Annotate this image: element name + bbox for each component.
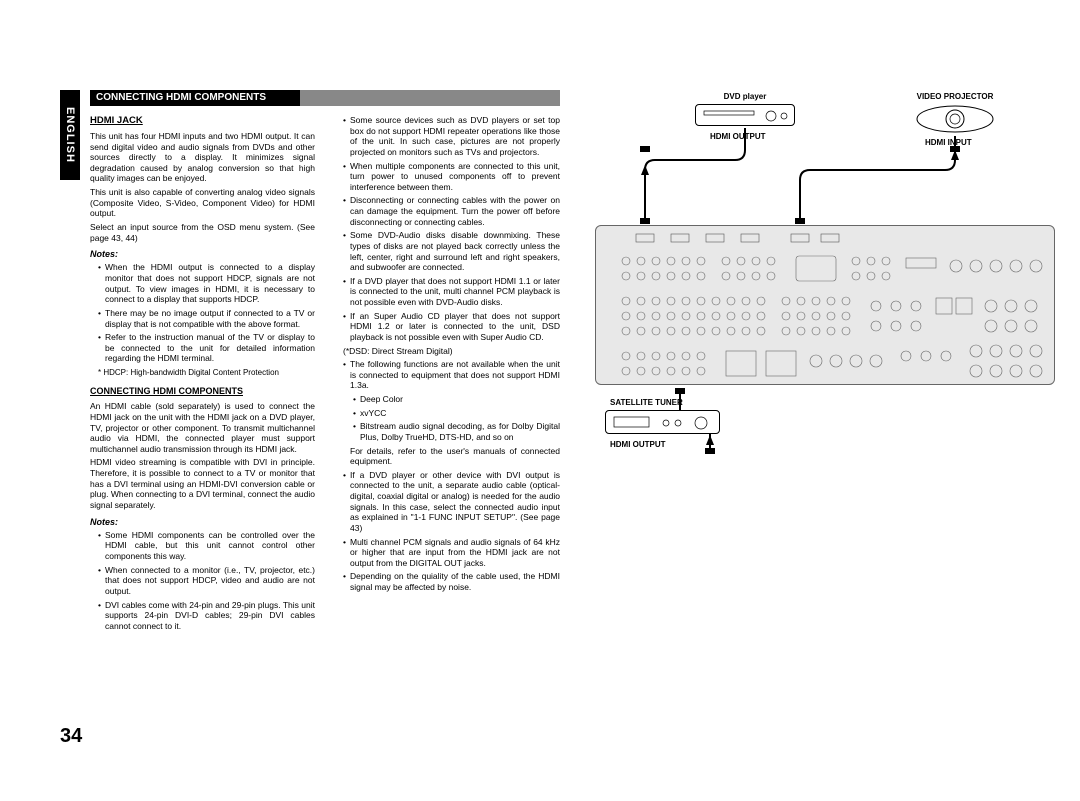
note-item: If an Super Audio CD player that does no… <box>343 311 560 343</box>
notes-list: When the HDMI output is connected to a d… <box>90 262 315 364</box>
note-item: DVI cables come with 24-pin and 29-pin p… <box>98 600 315 632</box>
notes-list: The following functions are not availabl… <box>335 359 560 391</box>
language-tab: ENGLISH <box>60 90 80 180</box>
note-item: Disconnecting or connecting cables with … <box>343 195 560 227</box>
page-number: 34 <box>60 725 82 748</box>
sub-list: Deep Color xvYCC Bitstream audio signal … <box>335 394 560 443</box>
text-column-1: HDMI JACK This unit has four HDMI inputs… <box>90 115 315 634</box>
dvd-player-label: DVD player <box>710 92 780 101</box>
sub-item: Deep Color <box>353 394 560 405</box>
connection-diagram: DVD player HDMI OUTPUT VIDEO PROJECTOR H… <box>580 90 1070 610</box>
text-column-2: Some source devices such as DVD players … <box>335 115 560 596</box>
paragraph: Select an input source from the OSD menu… <box>90 222 315 243</box>
paragraph: HDMI video streaming is compatible with … <box>90 457 315 510</box>
note-item: Some DVD-Audio disks disable downmixing.… <box>343 230 560 273</box>
projector-label: VIDEO PROJECTOR <box>900 92 1010 101</box>
dsd-note: (*DSD: Direct Stream Digital) <box>335 346 560 357</box>
notes-list: If a DVD player or other device with DVI… <box>335 470 560 593</box>
note-item: Refer to the instruction manual of the T… <box>98 332 315 364</box>
note-item: If a DVD player that does not support HD… <box>343 276 560 308</box>
receiver-back-panel <box>595 225 1055 385</box>
header-accent <box>300 90 560 106</box>
notes-list: Some HDMI components can be controlled o… <box>90 530 315 632</box>
hdmi-jack-heading: HDMI JACK <box>90 115 315 127</box>
paragraph: This unit is also capable of converting … <box>90 187 315 219</box>
hdmi-output-label: HDMI OUTPUT <box>710 132 766 141</box>
paragraph: This unit has four HDMI inputs and two H… <box>90 131 315 184</box>
note-item: Multi channel PCM signals and audio sign… <box>343 537 560 569</box>
paragraph: An HDMI cable (sold separately) is used … <box>90 401 315 454</box>
note-item: When the HDMI output is connected to a d… <box>98 262 315 305</box>
sub-item: Bitstream audio signal decoding, as for … <box>353 421 560 442</box>
note-item: Some HDMI components can be controlled o… <box>98 530 315 562</box>
notes-heading: Notes: <box>90 249 315 260</box>
footnote: * HDCP: High-bandwidth Digital Content P… <box>98 368 315 378</box>
satellite-tuner-icon <box>605 410 720 434</box>
connecting-heading: CONNECTING HDMI COMPONENTS <box>90 386 315 397</box>
note-item: Some source devices such as DVD players … <box>343 115 560 158</box>
notes-list: Some source devices such as DVD players … <box>335 115 560 343</box>
notes-heading: Notes: <box>90 517 315 528</box>
dvd-player-icon <box>695 104 795 126</box>
note-item: When multiple components are connected t… <box>343 161 560 193</box>
note-item: If a DVD player or other device with DVI… <box>343 470 560 534</box>
note-item: When connected to a monitor (i.e., TV, p… <box>98 565 315 597</box>
hdmi-input-label: HDMI INPUT <box>925 138 972 147</box>
satellite-tuner-label: SATELLITE TUNER <box>610 398 720 407</box>
sub-item: xvYCC <box>353 408 560 419</box>
ref-line: For details, refer to the user's manuals… <box>335 446 560 467</box>
hdmi-output-label-2: HDMI OUTPUT <box>610 440 666 449</box>
note-item: There may be no image output if connecte… <box>98 308 315 329</box>
section-header: CONNECTING HDMI COMPONENTS <box>90 90 300 106</box>
projector-icon <box>915 104 995 134</box>
note-item: The following functions are not availabl… <box>343 359 560 391</box>
note-item: Depending on the quiality of the cable u… <box>343 571 560 592</box>
